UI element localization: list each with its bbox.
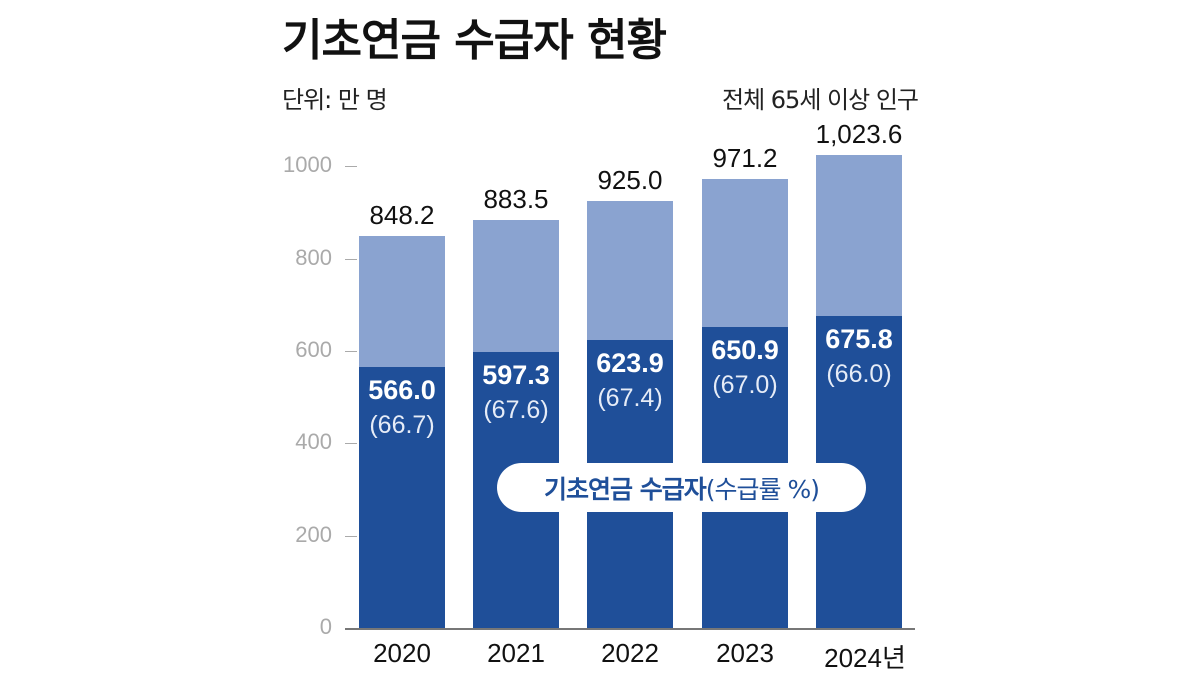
- y-tick-label: 600: [295, 337, 332, 362]
- total-value-label: 971.2: [712, 143, 778, 173]
- recipients-value-label: 650.9: [711, 335, 779, 365]
- bar-total-segment: [359, 236, 445, 367]
- y-tick-label: 400: [295, 429, 332, 454]
- x-axis-line: [345, 628, 915, 630]
- y-tick-mark: [345, 259, 357, 260]
- y-tick-label: 1000: [283, 152, 332, 177]
- bar-2020: 566.0 (66.7): [359, 236, 445, 628]
- x-tick-label: 2023: [716, 638, 774, 668]
- bar-2021: 597.3 (67.6): [473, 220, 559, 628]
- bar-total-segment: [473, 220, 559, 352]
- y-tick-mark: [345, 536, 357, 537]
- y-tick-label: 800: [295, 245, 332, 270]
- recipients-value-label: 623.9: [596, 348, 664, 378]
- rate-value-label: (66.0): [826, 360, 892, 388]
- bar-recipients-segment: 566.0 (66.7): [359, 367, 445, 628]
- bar-2023: 650.9 (67.0): [702, 179, 788, 628]
- x-tick-label: 2022: [601, 638, 659, 668]
- bar-total-segment: [816, 155, 902, 316]
- x-tick-label: 2021: [487, 638, 545, 668]
- y-tick-mark: [345, 166, 357, 167]
- total-value-label: 848.2: [369, 200, 435, 230]
- rate-value-label: (67.6): [483, 396, 549, 424]
- rate-value-label: (66.7): [369, 411, 435, 439]
- bar-2022: 623.9 (67.4): [587, 201, 673, 628]
- total-value-label: 883.5: [483, 184, 549, 214]
- bar-total-segment: [587, 201, 673, 340]
- recipients-value-label: 597.3: [482, 360, 550, 390]
- recipients-value-label: 675.8: [825, 324, 893, 354]
- legend-pill: 기초연금 수급자 (수급률 %): [497, 463, 866, 512]
- y-tick-label: 200: [295, 522, 332, 547]
- x-tick-label: 2024년: [824, 643, 906, 673]
- rate-value-label: (67.4): [597, 384, 663, 412]
- legend-recipients-label: 기초연금 수급자: [544, 474, 707, 504]
- unit-label: 단위: 만 명: [282, 86, 388, 114]
- y-tick-label: 0: [319, 614, 332, 639]
- x-tick-label: 2020: [373, 638, 431, 668]
- rate-value-label: (67.0): [712, 371, 778, 399]
- recipients-value-label: 566.0: [368, 375, 436, 405]
- y-tick-mark: [345, 351, 357, 352]
- bar-2024: 675.8 (66.0): [816, 155, 902, 628]
- chart-title: 기초연금 수급자 현황: [282, 15, 667, 66]
- bar-total-segment: [702, 179, 788, 327]
- total-series-label: 전체 65세 이상 인구: [722, 86, 919, 114]
- legend-rate-label: (수급률 %): [705, 474, 820, 504]
- y-tick-mark: [345, 443, 357, 444]
- total-value-label: 925.0: [597, 165, 663, 195]
- total-value-label: 1,023.6: [815, 119, 903, 149]
